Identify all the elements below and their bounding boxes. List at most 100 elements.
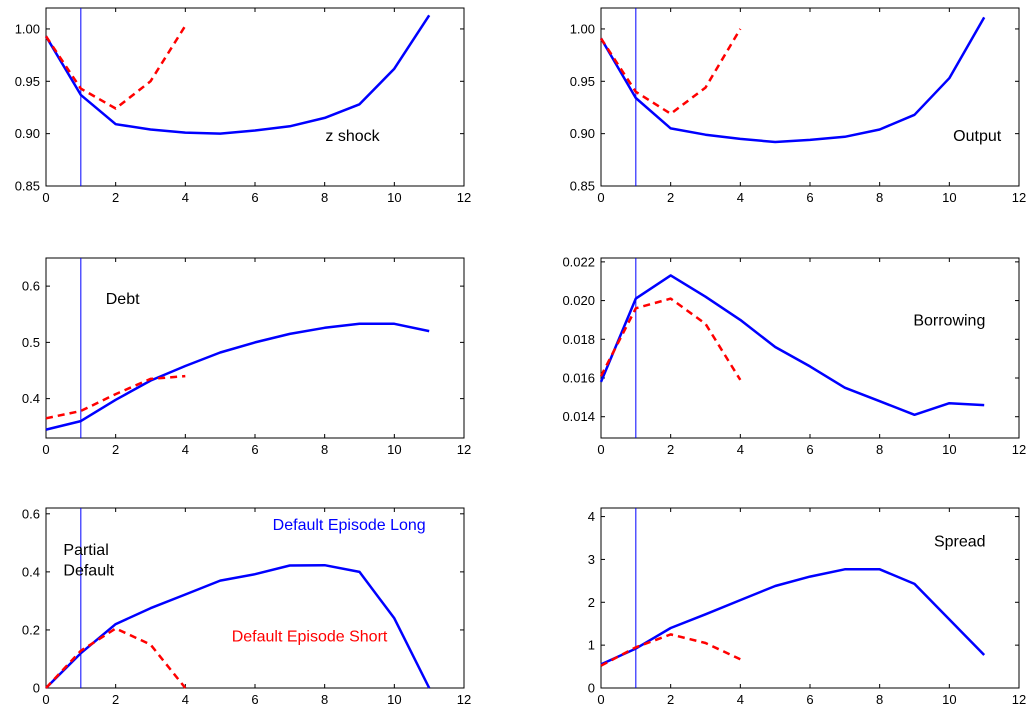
axes-box xyxy=(45,7,465,187)
x-tick-label: 6 xyxy=(806,442,813,457)
y-tick-label: 1.00 xyxy=(15,21,40,36)
y-tick-label: 0 xyxy=(33,681,40,696)
x-tick-label: 2 xyxy=(112,692,119,707)
x-tick-label: 4 xyxy=(737,442,744,457)
panel-1: 0 2 4 6 8 10 12 0.85 0.90 0.95 1.00 z shock xyxy=(15,7,471,205)
annotation-label: Partial xyxy=(63,542,108,559)
legend-label: Default Episode Short xyxy=(232,629,388,646)
x-tick-label: 10 xyxy=(942,442,956,457)
x-tick-label: 6 xyxy=(251,692,258,707)
x-tick-label: 12 xyxy=(1012,442,1026,457)
panel-5: 0 2 4 6 8 10 12 0 0.2 0.4 0.6 Partial Default Default… xyxy=(22,506,471,707)
y-tick-label: 0.95 xyxy=(15,74,40,89)
y-tick-label: 1.00 xyxy=(570,21,595,36)
series-line-dashed xyxy=(599,28,742,116)
x-tick-label: 12 xyxy=(457,692,471,707)
x-tick-label: 4 xyxy=(182,442,189,457)
x-tick-label: 12 xyxy=(1012,190,1026,205)
x-tick-label: 6 xyxy=(806,692,813,707)
y-tick-label: 4 xyxy=(588,509,595,524)
x-tick-label: 2 xyxy=(112,190,119,205)
x-tick-label: 6 xyxy=(251,442,258,457)
y-tick-label: 2 xyxy=(588,595,595,610)
legend-label: Default Episode Long xyxy=(273,517,426,534)
x-tick-label: 10 xyxy=(387,442,401,457)
y-tick-label: 0.85 xyxy=(15,179,40,194)
series-line-solid xyxy=(44,14,431,135)
y-tick-label: 0.95 xyxy=(570,74,595,89)
x-tick-label: 4 xyxy=(182,692,189,707)
series-line-solid xyxy=(599,16,986,144)
series-line-dashed xyxy=(600,633,741,667)
y-tick-label: 0.022 xyxy=(562,254,595,269)
y-tick-label: 0 xyxy=(588,681,595,696)
y-tick-label: 0.6 xyxy=(22,506,40,521)
panel-3: 0 2 4 6 8 10 12 0.4 0.5 0.6 Debt xyxy=(22,257,471,457)
x-tick-label: 2 xyxy=(667,692,674,707)
panel-2: 0 2 4 6 8 10 12 0.85 0.90 0.95 1.00 Output xyxy=(570,7,1026,205)
x-tick-label: 12 xyxy=(457,190,471,205)
axes-box xyxy=(45,257,465,439)
y-tick-label: 0.016 xyxy=(562,371,595,386)
x-tick-label: 10 xyxy=(387,190,401,205)
x-tick-label: 2 xyxy=(667,190,674,205)
axes-box xyxy=(600,257,1020,439)
y-tick-label: 0.6 xyxy=(22,279,40,294)
y-tick-label: 0.014 xyxy=(562,409,595,424)
x-tick-label: 4 xyxy=(182,190,189,205)
series-line-solid xyxy=(599,274,985,417)
x-tick-label: 10 xyxy=(387,692,401,707)
annotation-label: z shock xyxy=(325,128,380,145)
x-tick-label: 8 xyxy=(321,692,328,707)
x-tick-label: 8 xyxy=(321,442,328,457)
y-tick-label: 3 xyxy=(588,552,595,567)
y-tick-label: 0.85 xyxy=(570,179,595,194)
y-tick-label: 0.2 xyxy=(22,622,40,637)
series-line-dashed xyxy=(45,627,187,689)
axes-box xyxy=(600,7,1020,187)
y-tick-label: 0.018 xyxy=(562,332,595,347)
x-tick-label: 8 xyxy=(876,692,883,707)
x-tick-label: 12 xyxy=(1012,692,1026,707)
annotation-label: Output xyxy=(953,128,1002,145)
series-line-solid xyxy=(45,563,431,689)
x-tick-label: 0 xyxy=(42,442,49,457)
x-tick-label: 10 xyxy=(942,190,956,205)
series-line-dashed xyxy=(44,25,187,110)
x-tick-label: 8 xyxy=(876,190,883,205)
x-tick-label: 6 xyxy=(806,190,813,205)
x-tick-label: 6 xyxy=(251,190,258,205)
y-tick-label: 0.90 xyxy=(15,126,40,141)
x-tick-label: 0 xyxy=(597,692,604,707)
x-tick-label: 4 xyxy=(737,190,744,205)
x-tick-label: 8 xyxy=(321,190,328,205)
series-line-solid xyxy=(45,322,430,431)
series-line-solid xyxy=(600,568,986,666)
y-tick-label: 0.020 xyxy=(562,293,595,308)
x-tick-label: 8 xyxy=(876,442,883,457)
series-line-dashed xyxy=(599,297,742,381)
annotation-label: Debt xyxy=(106,291,140,308)
x-tick-label: 12 xyxy=(457,442,471,457)
y-tick-label: 0.5 xyxy=(22,335,40,350)
x-tick-label: 2 xyxy=(667,442,674,457)
x-tick-label: 0 xyxy=(42,692,49,707)
x-tick-label: 2 xyxy=(112,442,119,457)
x-tick-label: 10 xyxy=(942,692,956,707)
annotation-label: Borrowing xyxy=(913,313,985,330)
series-line-dashed xyxy=(45,374,186,420)
x-tick-label: 0 xyxy=(597,190,604,205)
annotation-label: Spread xyxy=(934,534,986,551)
axes-box xyxy=(45,507,465,689)
y-tick-label: 0.4 xyxy=(22,564,40,579)
panel-4: 0 2 4 6 8 10 12 0.014 0.016 0.018 0.020 0.022 Borrow… xyxy=(562,254,1026,457)
y-tick-label: 0.4 xyxy=(22,391,40,406)
annotation-label: Default xyxy=(63,562,114,579)
x-tick-label: 4 xyxy=(737,692,744,707)
y-tick-label: 1 xyxy=(588,638,595,653)
y-tick-label: 0.90 xyxy=(570,126,595,141)
x-tick-label: 0 xyxy=(597,442,604,457)
x-tick-label: 0 xyxy=(42,190,49,205)
